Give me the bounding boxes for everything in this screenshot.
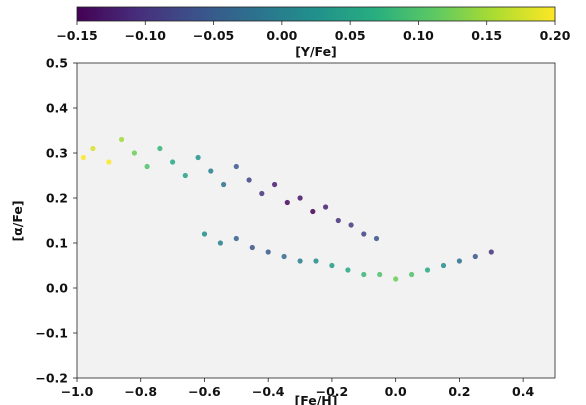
colorbar-tick-label: −0.10 — [125, 28, 167, 43]
scatter-point — [272, 181, 278, 188]
scatter-point — [131, 150, 137, 156]
x-tick-label: −0.2 — [316, 384, 349, 399]
colorbar-tick-label: 0.15 — [471, 28, 502, 43]
y-tick-label: 0.1 — [46, 236, 68, 251]
x-tick-label: −0.6 — [188, 384, 221, 399]
x-tick-label: 0.0 — [385, 384, 407, 399]
scatter-point — [361, 271, 367, 278]
scatter-point — [345, 267, 351, 273]
scatter-point — [144, 163, 150, 170]
colorbar-tick-label: 0.10 — [403, 28, 434, 43]
scatter-point — [265, 249, 271, 255]
x-tick-label: −0.8 — [124, 384, 157, 399]
x-axis-title: [Fe/H] — [295, 393, 338, 405]
scatter-point — [201, 231, 208, 237]
x-tick-label: −1.0 — [61, 384, 94, 399]
colorbar-tick-label: 0.00 — [266, 28, 297, 43]
y-tick-label: 0.2 — [46, 191, 68, 206]
y-tick-label: −0.2 — [35, 371, 68, 386]
scatter-point — [424, 267, 431, 273]
x-tick-label: 0.2 — [448, 384, 470, 399]
scatter-point — [377, 271, 383, 278]
scatter-point — [208, 168, 214, 174]
scatter-point — [329, 262, 335, 269]
scatter-point — [119, 136, 125, 143]
y-tick-label: 0.5 — [46, 56, 68, 71]
scatter-point — [297, 195, 303, 201]
scatter-point — [281, 253, 287, 260]
scatter-point — [249, 244, 255, 251]
x-tick-label: −0.4 — [252, 384, 285, 399]
colorbar — [76, 6, 556, 22]
y-axis-ticks: −0.2 −0.1 0.0 0.1 0.2 0.3 0.4 0.5 — [35, 56, 77, 386]
scatter-point — [233, 163, 239, 170]
plot-background — [77, 63, 555, 378]
scatter-point — [259, 190, 265, 197]
y-tick-label: −0.1 — [35, 326, 68, 341]
scatter-point — [195, 154, 201, 161]
scatter-point — [170, 159, 176, 165]
scatter-point — [284, 199, 290, 206]
scatter-point — [456, 258, 462, 264]
scatter-points — [80, 136, 494, 282]
colorbar-tick-label: 0.05 — [335, 28, 366, 43]
scatter-point — [335, 217, 341, 224]
scatter-point — [90, 145, 96, 152]
plot-frame — [76, 62, 556, 379]
scatter-point — [106, 159, 112, 165]
colorbar-label: [Y/Fe] — [295, 44, 337, 59]
scatter-point — [472, 253, 478, 260]
scatter-point — [310, 208, 316, 215]
scatter-point — [233, 235, 239, 242]
scatter-point — [323, 204, 329, 210]
scatter-point — [373, 235, 380, 242]
y-tick-label: 0.3 — [46, 146, 68, 161]
scatter-point — [246, 177, 252, 183]
scatter-point — [361, 231, 367, 237]
colorbar-tick-label: 0.20 — [540, 28, 571, 43]
scatter-point — [393, 276, 399, 282]
scatter-point — [80, 154, 86, 161]
colorbar-tick-label: −0.05 — [193, 28, 234, 43]
scatter-point — [488, 249, 494, 255]
scatter-point — [221, 181, 227, 188]
y-tick-label: 0.4 — [46, 101, 68, 116]
scatter-point — [348, 222, 354, 228]
scatter-point — [409, 271, 415, 278]
y-tick-label: 0.0 — [46, 281, 68, 296]
x-axis-ticks: −1.0 −0.8 −0.6 −0.4 −0.2 0.0 0.2 0.4 — [61, 378, 535, 399]
scatter-point — [157, 145, 163, 152]
scatter-point — [297, 258, 303, 264]
scatter-point — [182, 172, 188, 179]
colorbar-ticks: −0.15 −0.10 −0.05 0.00 0.05 0.10 0.15 0.20 — [56, 21, 571, 43]
scatter-point — [313, 258, 319, 264]
colorbar-tick-label: −0.15 — [56, 28, 97, 43]
x-tick-label: 0.4 — [512, 384, 534, 399]
scatter-point — [440, 262, 447, 269]
y-axis-title: [α/Fe] — [10, 200, 25, 241]
scatter-point — [217, 240, 223, 246]
